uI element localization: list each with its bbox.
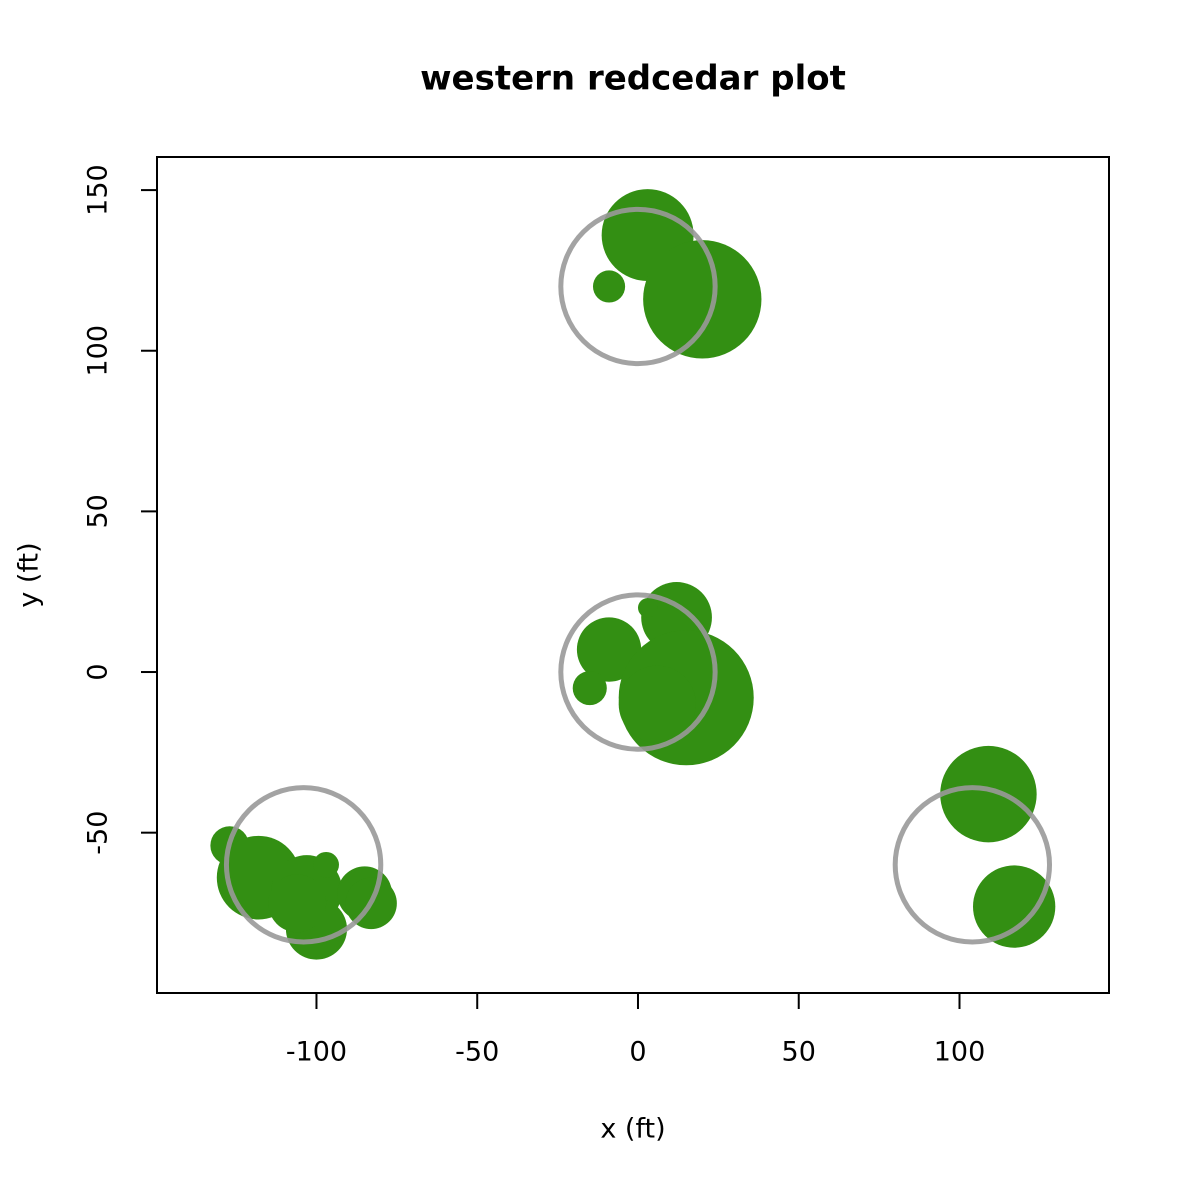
y-tick-label: -50: [83, 811, 114, 855]
tree: [268, 874, 327, 933]
tree: [576, 617, 642, 682]
x-tick-label: -100: [286, 1037, 347, 1068]
y-tick-label: 150: [83, 164, 114, 216]
y-tick-label: 100: [83, 325, 114, 377]
y-tick-label: 50: [83, 494, 114, 528]
plot-ring: [558, 206, 718, 367]
tree: [637, 598, 658, 618]
x-axis-label: x (ft): [600, 1114, 665, 1145]
y-axis-label: y (ft): [14, 542, 45, 607]
plot-ring: [892, 785, 1053, 945]
x-tick-label: 50: [782, 1037, 816, 1068]
x-tick-label: 0: [629, 1037, 646, 1068]
tree: [618, 665, 696, 743]
tree: [940, 745, 1037, 843]
plot-frame: [156, 156, 1110, 994]
x-tick-label: 100: [934, 1037, 986, 1068]
tree: [572, 671, 607, 706]
tree: [313, 851, 339, 878]
plot-ring: [558, 592, 718, 752]
tree: [592, 270, 626, 303]
plot-ring: [223, 785, 384, 945]
tree: [643, 240, 762, 359]
y-tick-label: 0: [83, 663, 114, 680]
tree: [973, 865, 1056, 948]
x-tick-label: -50: [455, 1037, 499, 1068]
chart-title: western redcedar plot: [420, 59, 846, 99]
